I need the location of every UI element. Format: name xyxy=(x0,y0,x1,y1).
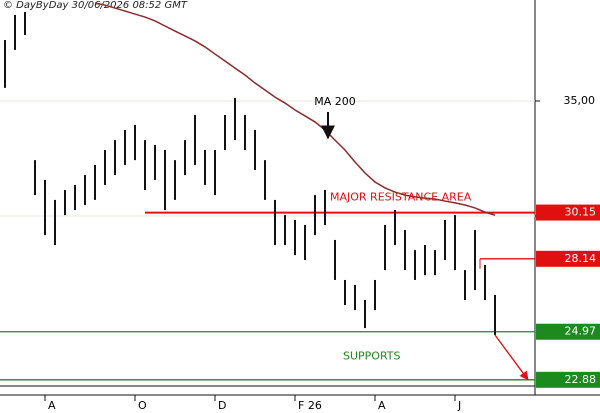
header: © DayByDay 30/06/2026 08:52 GMT xyxy=(3,0,188,11)
resistance-label: MAJOR RESISTANCE AREA xyxy=(330,191,472,204)
x-tick-label: A xyxy=(378,399,386,412)
x-tick-label: F 26 xyxy=(298,399,322,412)
price-box xyxy=(536,371,600,388)
price-label: 28.14 xyxy=(565,252,597,265)
supports-label: SUPPORTS xyxy=(343,350,401,363)
price-label: 24.97 xyxy=(565,325,597,338)
price-box xyxy=(536,323,600,340)
price-box xyxy=(536,204,600,221)
ma-label: MA 200 xyxy=(314,95,356,108)
x-tick-label: J xyxy=(457,399,461,412)
target-arrow xyxy=(494,334,529,381)
ma-line xyxy=(94,2,496,216)
y-tick-label: 35,00 xyxy=(564,94,596,107)
x-tick-label: O xyxy=(138,399,147,412)
x-tick-label: A xyxy=(48,399,56,412)
price-box xyxy=(536,250,600,267)
x-tick-label: D xyxy=(218,399,226,412)
price-label: 30.15 xyxy=(565,206,597,219)
price-label: 22.88 xyxy=(565,373,597,386)
